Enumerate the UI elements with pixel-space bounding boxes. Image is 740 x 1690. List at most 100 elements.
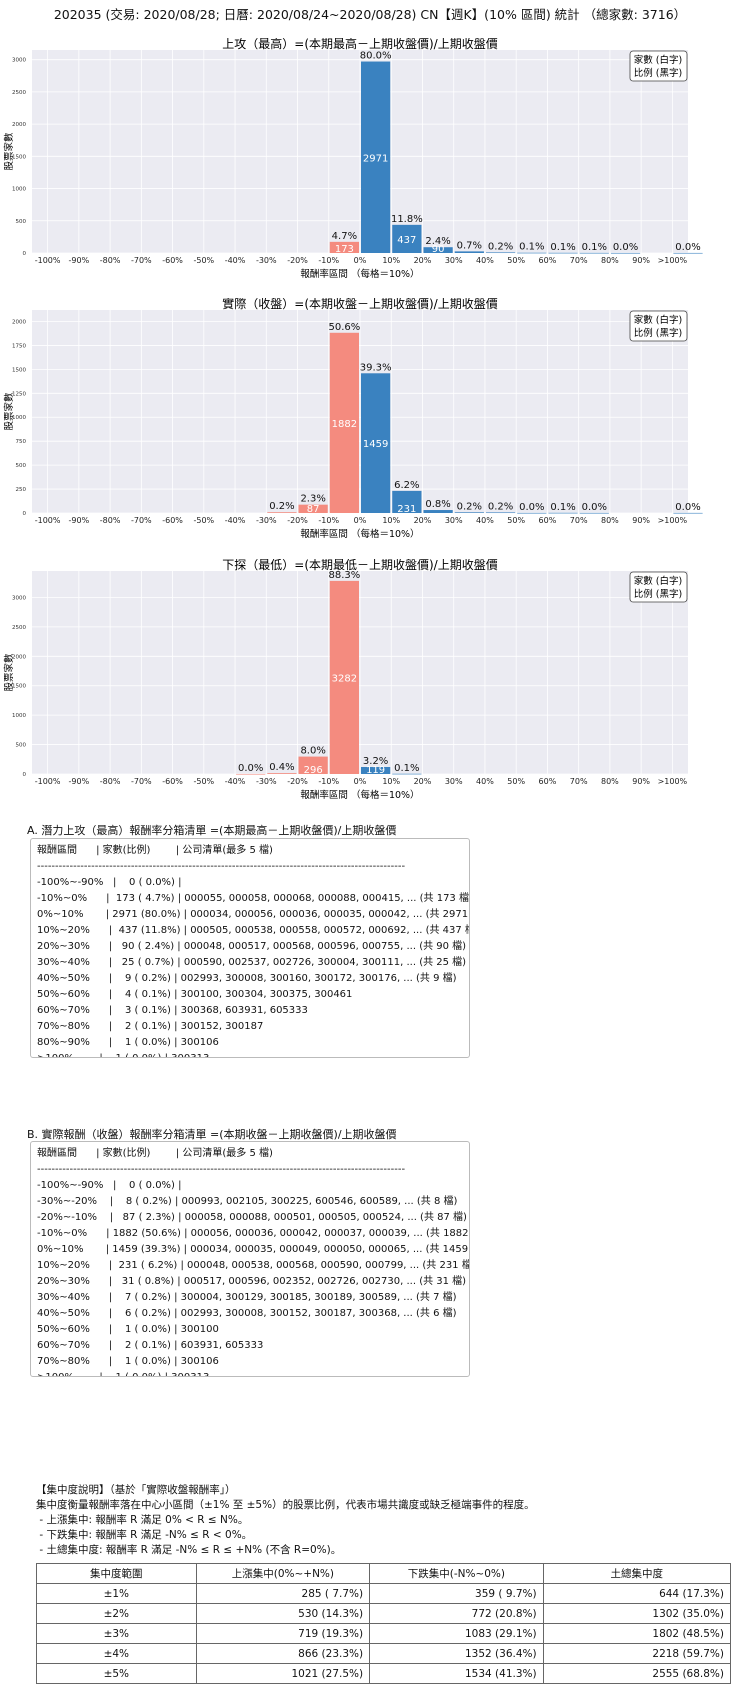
- bar-pct-label: 8.0%: [300, 746, 325, 757]
- bar: [454, 512, 484, 513]
- x-tick-label: -10%: [318, 777, 339, 786]
- x-tick-label: -30%: [256, 777, 277, 786]
- bar: [548, 512, 578, 514]
- bar: [673, 252, 703, 254]
- x-axis-label: 報酬率區間 （每格＝10%）: [300, 268, 419, 280]
- x-tick-label: 20%: [414, 516, 432, 525]
- bar-pct-label: 0.0%: [675, 502, 700, 513]
- list-item: 30%~40% | 7 ( 0.2%) | 300004, 300129, 30…: [37, 1292, 457, 1303]
- legend-box: 家數 (白字)比例 (黑字): [629, 571, 688, 603]
- y-axis-label: 股票家數: [3, 132, 15, 171]
- x-tick-label: 10%: [382, 777, 400, 786]
- list-item: 80%~90% | 1 ( 0.0%) | 300106: [37, 1037, 219, 1048]
- legend-count-entry: 家數 (白字): [634, 54, 682, 66]
- list-item: >100% | 1 ( 0.0%) | 300313: [37, 1370, 463, 1376]
- bar-pct-label: 0.2%: [488, 241, 513, 252]
- bar: [392, 773, 422, 775]
- x-tick-label: 70%: [570, 256, 588, 265]
- x-axis-label: 報酬率區間 （每格＝10%）: [300, 789, 419, 801]
- column-header: 集中度範圍: [36, 1563, 197, 1584]
- bar: [298, 756, 328, 774]
- bar: [267, 512, 297, 513]
- chart-title: 上攻（最高）=(本期最高－上期收盤價)/上期收盤價: [222, 38, 497, 51]
- table-cell: 1802 (48.5%): [542, 1623, 732, 1644]
- list-item: 20%~30% | 90 ( 2.4%) | 000048, 000517, 0…: [37, 941, 467, 952]
- bar: [517, 512, 547, 514]
- x-tick-label: 30%: [445, 256, 463, 265]
- x-tick-label: -80%: [100, 777, 121, 786]
- bar-pct-label: 80.0%: [360, 51, 392, 62]
- table-cell: 1534 (41.3%): [369, 1663, 544, 1684]
- x-tick-label: 20%: [414, 256, 432, 265]
- table-cell: 285 ( 7.7%): [195, 1583, 371, 1604]
- y-tick-label: 0: [23, 772, 27, 778]
- y-tick-label: 3000: [12, 58, 26, 64]
- x-tick-label: >100%: [658, 516, 688, 525]
- list-item: 40%~50% | 9 ( 0.2%) | 002993, 300008, 30…: [37, 973, 457, 984]
- x-tick-label: 50%: [507, 516, 525, 525]
- list-item: -20%~-10% | 87 ( 2.3%) | 000058, 000088,…: [37, 1212, 467, 1223]
- legend-box: 家數 (白字)比例 (黑字): [629, 310, 688, 342]
- chart-high: 上攻（最高）=(本期最高－上期收盤價)/上期收盤價 0 500 1000 1500 200…: [3, 38, 703, 280]
- y-tick-label: 250: [16, 487, 27, 493]
- legend-ratio-entry: 比例 (黑字): [634, 327, 682, 339]
- y-tick-label: 2500: [12, 625, 26, 631]
- x-tick-label: 60%: [539, 516, 557, 525]
- bar-pct-label: 0.0%: [582, 502, 607, 513]
- y-tick-label: 0: [23, 511, 27, 517]
- x-tick-label: 90%: [632, 777, 650, 786]
- x-tick-label: >100%: [658, 777, 688, 786]
- x-tick-label: 80%: [601, 516, 619, 525]
- table-cell: ±5%: [36, 1663, 197, 1684]
- list-item: 60%~70% | 3 ( 0.1%) | 300368, 603931, 60…: [37, 1005, 308, 1016]
- table-row: ±5% 1021 (27.5%) 1534 (41.3%) 2555 (68.8%): [36, 1663, 732, 1684]
- y-tick-label: 1750: [12, 343, 26, 349]
- bar-pct-label: 0.8%: [425, 499, 450, 510]
- table-cell: ±3%: [36, 1623, 197, 1644]
- bar-pct-label: 0.2%: [488, 501, 513, 512]
- x-tick-label: -90%: [69, 516, 90, 525]
- legend-frame: [629, 310, 688, 342]
- x-tick-label: -30%: [256, 516, 277, 525]
- bar: [548, 252, 578, 254]
- y-tick-label: 3000: [12, 595, 26, 601]
- x-tick-label: 50%: [507, 777, 525, 786]
- y-tick-label: 2000: [12, 122, 26, 128]
- bar: [579, 252, 609, 254]
- bar: [485, 512, 516, 514]
- y-tick-label: 750: [16, 439, 27, 445]
- bar-count-label: 119: [366, 765, 385, 776]
- x-tick-label: 10%: [382, 516, 400, 525]
- bar-count-label: 1882: [332, 419, 357, 430]
- y-tick-label: 500: [16, 743, 27, 749]
- list-item: 0%~10% | 1459 (39.3%) | 000034, 000035, …: [37, 1244, 470, 1255]
- legend-box: 家數 (白字)比例 (黑字): [629, 50, 688, 82]
- bar-pct-label: 0.4%: [269, 762, 294, 773]
- list-item: 10%~20% | 231 ( 6.2%) | 000048, 000538, …: [37, 1260, 470, 1271]
- y-axis-label: 股票家數: [3, 392, 15, 431]
- list-item: 20%~30% | 31 ( 0.8%) | 000517, 000596, 0…: [37, 1276, 467, 1287]
- table-cell: 644 (17.3%): [542, 1583, 732, 1604]
- table-row: ±3% 719 (19.3%) 1083 (29.1%) 1802 (48.5%): [36, 1623, 732, 1644]
- bar: [329, 332, 359, 513]
- x-tick-label: -30%: [256, 256, 277, 265]
- legend-frame: [629, 571, 688, 603]
- column-header: 下跌集中(-N%~0%): [369, 1563, 544, 1584]
- legend-frame: [629, 50, 688, 82]
- concentration-table-header: 集中度範圍 上漲集中(0%~+N%) 下跌集中(-N%~0%) 土總集中度: [36, 1563, 732, 1584]
- bar-count-label: 87: [307, 504, 320, 515]
- list-item: 60%~70% | 2 ( 0.1%) | 603931, 605333: [37, 1340, 264, 1351]
- x-tick-label: 10%: [382, 256, 400, 265]
- x-tick-label: -90%: [69, 777, 90, 786]
- x-tick-label: 80%: [601, 256, 619, 265]
- bar-pct-label: 0.1%: [550, 502, 575, 513]
- x-tick-label: 60%: [539, 777, 557, 786]
- bar: [454, 251, 484, 253]
- table-cell: 359 ( 9.7%): [369, 1583, 544, 1604]
- list-b-heading: B. 實際報酬（收盤）報酬率分箱清單 =(本期收盤－上期收盤價)/上期收盤價: [27, 1128, 397, 1141]
- bar: [361, 61, 391, 253]
- x-tick-label: -60%: [162, 516, 183, 525]
- table-cell: 2555 (68.8%): [542, 1663, 732, 1684]
- x-tick-label: -60%: [162, 777, 183, 786]
- bar: [392, 490, 422, 513]
